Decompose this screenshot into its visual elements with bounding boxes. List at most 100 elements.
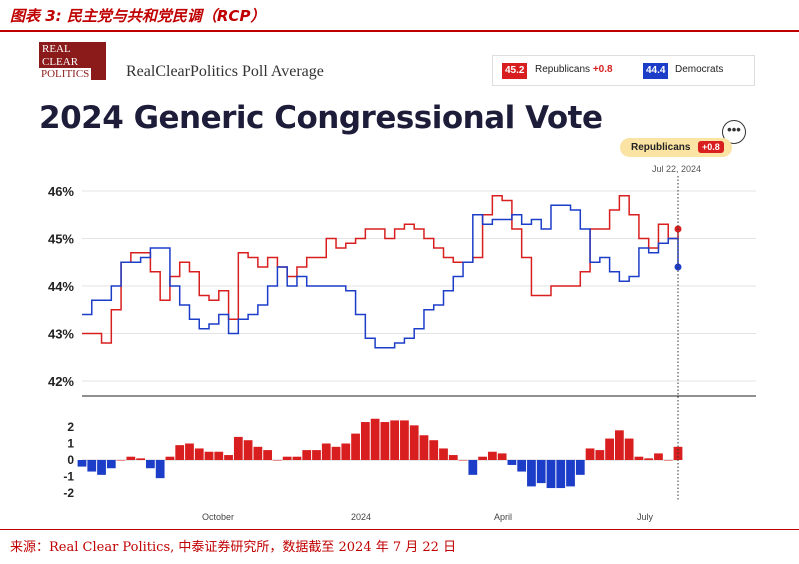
spread-bar bbox=[546, 460, 556, 489]
x-tick-label: 2024 bbox=[351, 512, 371, 522]
spread-bar bbox=[517, 460, 527, 472]
spread-bar bbox=[478, 456, 487, 460]
spread-bar bbox=[185, 443, 194, 460]
spread-bar bbox=[106, 460, 116, 469]
y-tick-label: 44% bbox=[48, 279, 74, 294]
spread-bar bbox=[536, 460, 546, 484]
logo-line-politics: POLITICS bbox=[39, 68, 92, 81]
spread-bar bbox=[634, 456, 644, 460]
spread-bar bbox=[243, 440, 253, 460]
spread-bar bbox=[380, 422, 390, 460]
spread-tick-label: 2 bbox=[67, 420, 74, 434]
y-tick-label: 43% bbox=[48, 327, 74, 342]
spread-bar bbox=[654, 453, 663, 460]
spread-bar bbox=[390, 420, 400, 460]
logo-line-real: REAL bbox=[42, 43, 71, 55]
spread-bar bbox=[585, 448, 595, 460]
spread-bar bbox=[341, 443, 351, 460]
republican-value-pill: 45.2 bbox=[502, 63, 528, 79]
republican-line bbox=[82, 195, 679, 344]
spread-bar bbox=[321, 443, 331, 460]
spread-bar bbox=[566, 460, 575, 487]
spread-bar bbox=[624, 438, 634, 460]
leader-delta: +0.8 bbox=[698, 141, 724, 153]
spread-bar bbox=[282, 456, 292, 460]
y-tick-label: 42% bbox=[48, 374, 74, 389]
spread-bar bbox=[400, 420, 409, 460]
spread-bar bbox=[439, 448, 448, 460]
spread-bar bbox=[136, 458, 146, 460]
spread-tick-label: -2 bbox=[63, 486, 74, 500]
spread-bar bbox=[302, 450, 312, 460]
spread-bar bbox=[527, 460, 536, 487]
spread-bar bbox=[644, 458, 654, 460]
spread-bar bbox=[360, 422, 370, 460]
spread-bar bbox=[292, 456, 302, 460]
republican-legend-label[interactable]: Republicans +0.8 bbox=[535, 64, 613, 75]
source-note: 来源：Real Clear Politics, 中泰证券研究所，数据截至 202… bbox=[10, 540, 457, 555]
ellipsis-icon[interactable]: ••• bbox=[722, 120, 746, 144]
y-tick-label: 46% bbox=[48, 184, 74, 199]
spread-tick-label: 0 bbox=[67, 453, 74, 467]
spread-bar bbox=[175, 445, 185, 460]
spread-bar bbox=[146, 460, 155, 469]
hover-date: Jul 22, 2024 bbox=[652, 164, 702, 174]
democrat-value-pill: 44.4 bbox=[643, 63, 669, 79]
spread-bar bbox=[204, 451, 214, 460]
democrat-line bbox=[82, 204, 679, 349]
spread-bar bbox=[87, 460, 97, 472]
x-tick-label: July bbox=[637, 512, 654, 522]
spread-bar bbox=[556, 460, 566, 489]
spread-bar bbox=[224, 455, 233, 460]
spread-bar bbox=[448, 455, 458, 460]
rcp-logo: REAL CLEAR POLITICS bbox=[39, 42, 106, 81]
spread-bar bbox=[273, 460, 282, 461]
republican-label: Republicans bbox=[535, 64, 591, 75]
spread-bar bbox=[97, 460, 106, 475]
spread-bar bbox=[253, 446, 263, 460]
spread-bar bbox=[429, 440, 439, 460]
top-rule bbox=[0, 30, 799, 32]
spread-bar bbox=[575, 460, 585, 475]
logo-line-clear: CLEAR bbox=[42, 55, 79, 68]
legend-box: 45.2 Republicans +0.8 44.4 Democrats bbox=[492, 55, 755, 86]
spread-bar bbox=[487, 451, 497, 460]
y-tick-label: 45% bbox=[48, 232, 74, 247]
spread-bar bbox=[614, 430, 624, 460]
spread-bar bbox=[126, 456, 136, 460]
spread-bar bbox=[155, 460, 165, 479]
spread-bar bbox=[312, 450, 321, 460]
spread-bar bbox=[331, 446, 341, 460]
democrat-legend-label[interactable]: Democrats bbox=[675, 64, 724, 75]
spread-bar bbox=[468, 460, 478, 475]
spread-bar bbox=[507, 460, 517, 465]
figure-caption: 图表 3: 民主党与共和党民调（RCP） bbox=[10, 7, 266, 25]
leader-tag: Republicans +0.8 bbox=[620, 138, 732, 157]
spread-bar bbox=[595, 450, 605, 460]
spread-bar bbox=[663, 460, 673, 461]
bottom-rule bbox=[0, 529, 799, 530]
brand-line: RealClearPolitics Poll Average bbox=[126, 63, 324, 80]
spread-bar bbox=[194, 448, 204, 460]
spread-bar bbox=[370, 418, 380, 460]
spread-bar bbox=[165, 456, 175, 460]
chart-title: 2024 Generic Congressional Vote bbox=[39, 100, 603, 136]
spread-bar bbox=[351, 433, 360, 460]
republican-change: +0.8 bbox=[592, 64, 613, 75]
spread-tick-label: -1 bbox=[63, 470, 74, 484]
spread-bar bbox=[116, 460, 126, 461]
spread-bar bbox=[497, 453, 507, 460]
spread-bar bbox=[77, 460, 87, 467]
x-tick-label: October bbox=[202, 512, 234, 522]
spread-bar bbox=[214, 451, 224, 460]
spread-tick-label: 1 bbox=[67, 437, 74, 451]
spread-bar bbox=[605, 438, 614, 460]
x-tick-label: April bbox=[494, 512, 512, 522]
spread-bar bbox=[409, 425, 419, 460]
spread-bar bbox=[233, 436, 243, 460]
spread-bar bbox=[263, 450, 273, 460]
spread-bar bbox=[419, 435, 429, 460]
leader-label: Republicans bbox=[631, 142, 691, 153]
spread-bar bbox=[458, 460, 468, 461]
